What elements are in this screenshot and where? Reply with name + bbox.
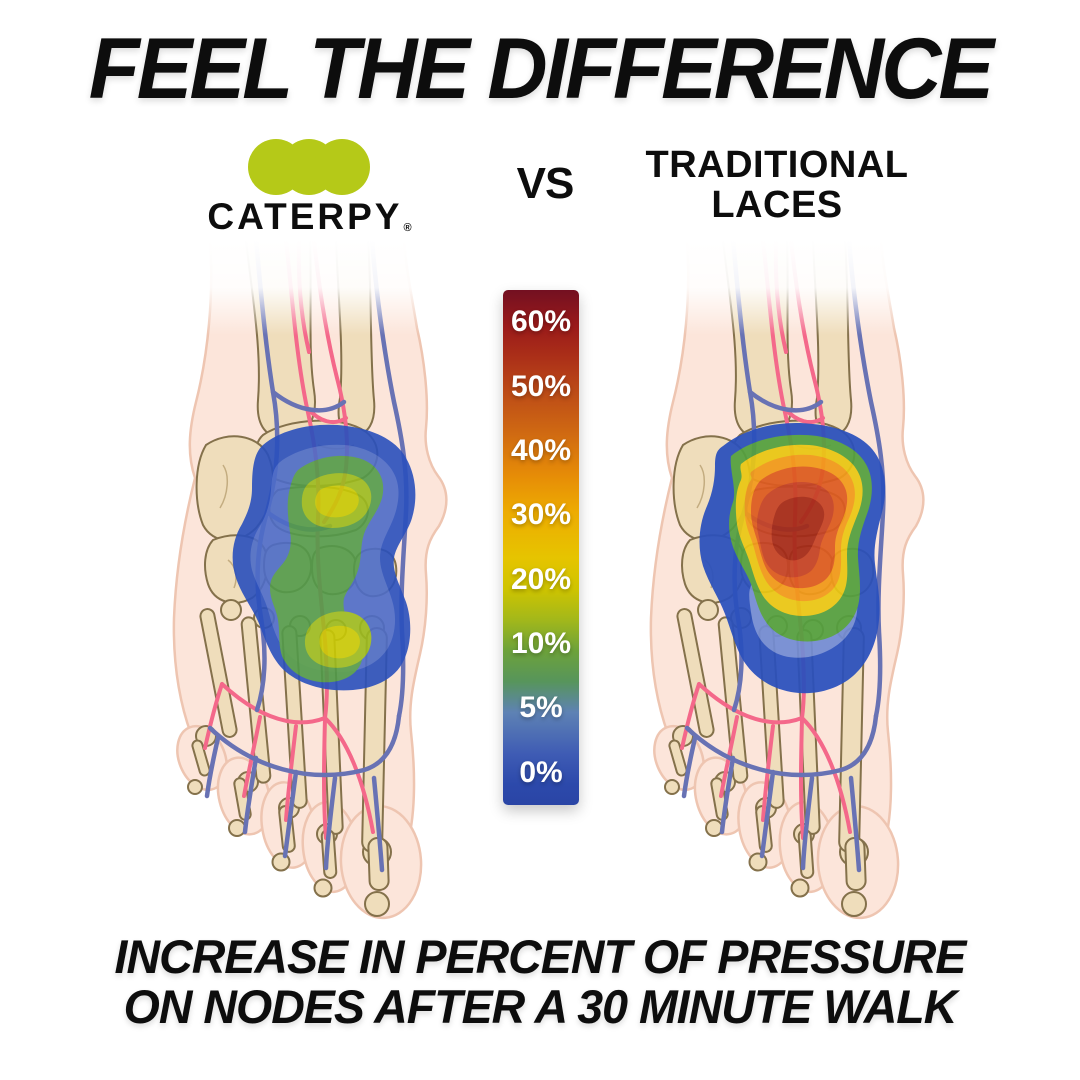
traditional-line2: LACES	[711, 183, 843, 226]
scale-tick-label: 60%	[510, 305, 572, 339]
caption: INCREASE IN PERCENT OF PRESSURE ON NODES…	[5, 932, 1074, 1032]
caption-line2: ON NODES AFTER A 30 MINUTE WALK	[123, 979, 958, 1033]
traditional-line1: TRADITIONAL	[645, 144, 909, 186]
caterpy-brand: CATERPY®	[159, 138, 459, 235]
page-title: FEEL THE DIFFERENCE	[88, 21, 994, 117]
scale-tick-label: 20%	[510, 562, 572, 596]
pressure-scale: 60% 50% 40% 30% 20% 10% 5% 0%	[503, 290, 579, 805]
scale-tick-label: 10%	[510, 627, 572, 661]
caterpy-wordmark: CATERPY®	[207, 196, 412, 237]
scale-tick-label: 50%	[510, 369, 572, 403]
registered-mark: ®	[403, 222, 412, 234]
vs-label: VS	[516, 159, 575, 208]
pressure-heatmap-low	[232, 424, 416, 691]
scale-tick-label: 30%	[510, 498, 572, 532]
top-fade	[655, 240, 945, 335]
caterpy-name: CATERPY	[207, 196, 403, 237]
scale-tick-label: 40%	[510, 433, 572, 467]
top-fade	[178, 240, 468, 335]
scale-tick-label: 5%	[519, 691, 563, 725]
scale-tick-label: 0%	[519, 755, 563, 789]
foot-illustration-caterpy	[168, 240, 468, 940]
traditional-laces-label: TRADITIONAL LACES	[597, 144, 957, 226]
caption-line1: INCREASE IN PERCENT OF PRESSURE	[114, 930, 967, 983]
caterpy-logo-icon	[248, 139, 370, 195]
foot-illustration-traditional	[645, 240, 945, 940]
pressure-heatmap-high	[699, 422, 886, 694]
